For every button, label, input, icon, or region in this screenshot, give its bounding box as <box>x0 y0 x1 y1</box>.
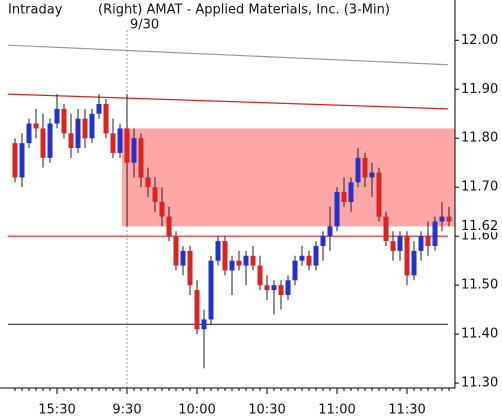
candle-body <box>362 157 368 178</box>
candle-body <box>264 285 270 291</box>
candle-body <box>404 236 410 276</box>
x-tick-label: 11:30 <box>388 403 425 418</box>
candle-body <box>418 236 424 251</box>
candle-body <box>439 216 445 222</box>
candle-body <box>369 172 375 178</box>
overlay-line <box>7 93 449 110</box>
candle-body <box>75 118 81 149</box>
zone-band <box>122 128 455 227</box>
candle-body <box>82 118 88 139</box>
candle-body <box>376 172 382 217</box>
candle-body <box>40 128 46 158</box>
overlay-line <box>7 44 449 66</box>
candle-body <box>229 260 235 271</box>
candle-body <box>425 236 431 246</box>
candle-body <box>145 177 151 188</box>
candle-body <box>201 319 207 330</box>
candle-body <box>138 138 144 178</box>
candle-body <box>432 221 438 246</box>
y-tick-label: 11.40 <box>461 327 498 342</box>
candle-body <box>124 128 130 163</box>
candle-body <box>110 133 116 153</box>
candle-body <box>222 241 228 271</box>
candle-body <box>215 241 221 261</box>
candle-body <box>173 236 179 266</box>
x-tick-label: 10:00 <box>178 403 215 418</box>
candle-body <box>194 290 200 330</box>
candle-body <box>355 157 361 183</box>
candle-body <box>299 255 305 261</box>
candle-body <box>236 260 242 266</box>
candle-body <box>292 260 298 281</box>
x-tick-label: 11:00 <box>318 403 355 418</box>
chart-title: (Right) AMAT - Applied Materials, Inc. (… <box>98 3 390 18</box>
y-tick-label: 11.90 <box>461 82 498 97</box>
candle-body <box>47 123 53 158</box>
candle-body <box>390 241 396 251</box>
candle-body <box>166 216 172 237</box>
candle-body <box>54 108 60 124</box>
candle-body <box>411 250 417 276</box>
candle-body <box>285 280 291 295</box>
candle-body <box>278 285 284 295</box>
candle-body <box>187 250 193 286</box>
candle-body <box>96 103 102 114</box>
candle-body <box>397 236 403 251</box>
candle-body <box>383 216 389 242</box>
y-tick-label: 11.60 <box>461 229 498 244</box>
candle-body <box>33 123 39 129</box>
x-tick-label: 9:30 <box>112 403 141 418</box>
candle-body <box>68 133 74 149</box>
candle-body <box>243 255 249 266</box>
candle-body <box>334 192 340 227</box>
x-tick-label: 10:30 <box>248 403 285 418</box>
candle-body <box>341 192 347 202</box>
y-tick-label: 11.80 <box>461 131 498 146</box>
candle-body <box>327 226 333 237</box>
candle-body <box>180 250 186 266</box>
candle-body <box>152 187 158 202</box>
x-tick-label: 15:30 <box>38 403 75 418</box>
corner-label: Intraday <box>8 3 63 18</box>
candle-body <box>446 216 452 222</box>
candle-body <box>12 143 18 178</box>
candle-body <box>117 128 123 153</box>
last-price-label: 11.62 <box>461 219 498 234</box>
candle-body <box>257 265 263 286</box>
candle-body <box>159 201 165 217</box>
candle-body <box>313 245 319 266</box>
candle-body <box>306 255 312 266</box>
candle-body <box>271 285 277 291</box>
candle-body <box>320 236 326 246</box>
candle-body <box>61 108 67 134</box>
candle-body <box>103 103 109 134</box>
candle-body <box>250 255 256 266</box>
candle-body <box>89 113 95 139</box>
candle-body <box>19 143 25 178</box>
y-tick-label: 11.50 <box>461 278 498 293</box>
date-marker-label: 9/30 <box>130 18 159 33</box>
candle-body <box>208 260 214 320</box>
last-price-bg <box>458 218 502 233</box>
y-tick-label: 11.30 <box>461 376 498 391</box>
candle-body <box>131 138 137 163</box>
y-tick-label: 12.00 <box>461 33 498 48</box>
y-tick-label: 11.70 <box>461 180 498 195</box>
candle-body <box>348 182 354 202</box>
candle-body <box>26 123 32 144</box>
